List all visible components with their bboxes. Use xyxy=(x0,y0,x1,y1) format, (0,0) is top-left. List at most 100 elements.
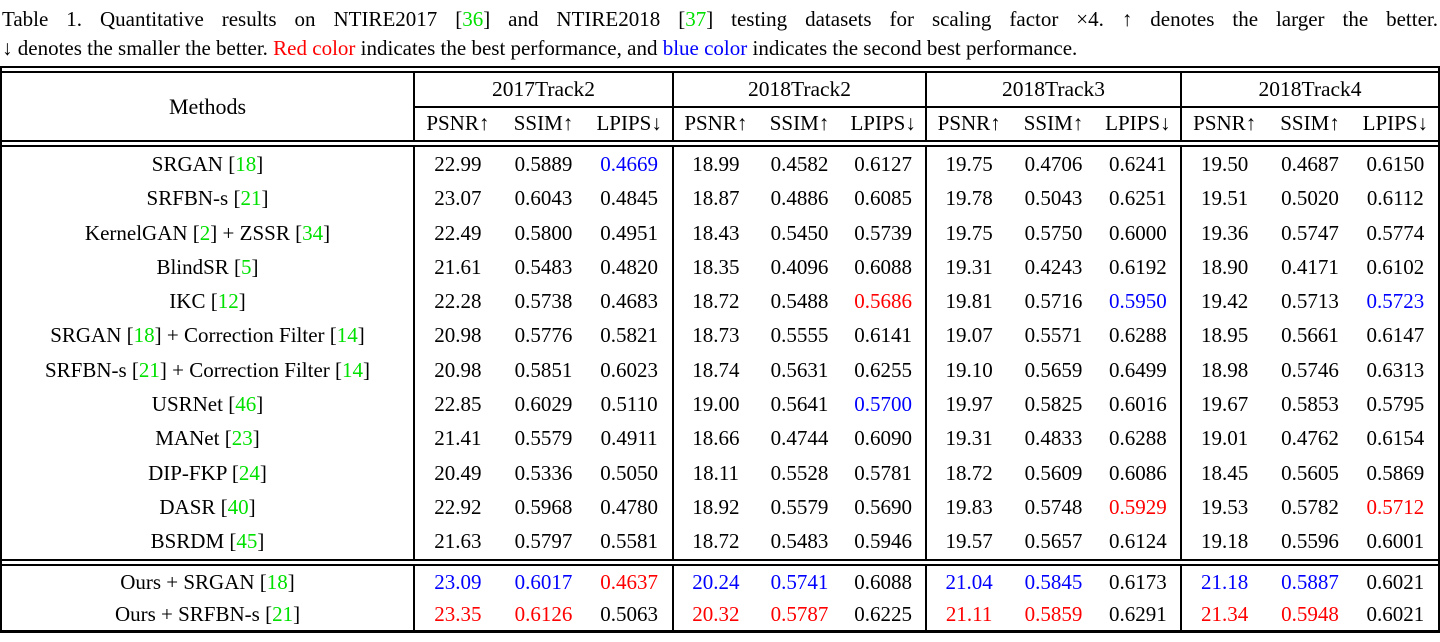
method-cell: SRGAN [18] xyxy=(151,152,264,176)
lpips-value: 0.6001 xyxy=(1366,529,1425,554)
table-row: DIP-FKP [24] 20.49 0.5336 0.5050 18.11 0.552… xyxy=(2,455,1438,490)
method-cell: BSRDM [45] xyxy=(150,529,265,554)
table-row: Ours + SRGAN [18] 23.09 0.6017 0.4637 20.24… xyxy=(2,565,1438,598)
metric-group-cell: 19.51 0.5020 0.6112 xyxy=(1180,181,1438,216)
metric-group-cell: 18.92 0.5579 0.5690 xyxy=(672,489,925,525)
lpips-value: 0.5869 xyxy=(1366,460,1425,485)
metric-header-label: LPIPS↓ xyxy=(1362,111,1428,135)
ssim-value: 0.4706 xyxy=(1024,152,1083,176)
lpips-value: 0.6313 xyxy=(1366,357,1425,382)
psnr-value: 20.98 xyxy=(434,357,482,382)
caption-line-2: ↓ denotes the smaller the better. Red co… xyxy=(2,34,1438,63)
psnr-value: 19.18 xyxy=(1201,529,1249,554)
ssim-value: 0.5825 xyxy=(1024,392,1083,417)
ssim-value: 0.4096 xyxy=(770,254,829,279)
ssim-value: 0.5968 xyxy=(514,494,573,519)
psnr-value: 23.07 xyxy=(434,186,482,211)
lpips-value: 0.6000 xyxy=(1108,220,1167,245)
metric-group-cell: 23.35 0.6126 0.5063 xyxy=(413,597,672,630)
metric-group-cell: 18.72 0.5483 0.5946 xyxy=(672,524,925,559)
table-row: IKC [12] 22.28 0.5738 0.4683 18.72 0.5488 0.5… xyxy=(2,284,1438,319)
psnr-value: 18.74 xyxy=(692,357,740,382)
metric-group-cell: 19.67 0.5853 0.5795 xyxy=(1180,387,1438,422)
lpips-value: 0.6288 xyxy=(1108,426,1167,451)
table-row: Ours + SRFBN-s [21] 23.35 0.6126 0.5063 20.… xyxy=(2,597,1438,630)
psnr-value: 18.43 xyxy=(692,220,740,245)
ssim-value: 0.5579 xyxy=(514,426,573,451)
psnr-value: 21.04 xyxy=(945,569,993,594)
metric-group-cell: 18.95 0.5661 0.6147 xyxy=(1180,318,1438,353)
ssim-value: 0.5776 xyxy=(514,323,573,348)
group-header-2017track2: 2017Track2 PSNR↑ SSIM↑ LPIPS↓ xyxy=(413,73,672,140)
citation-ref: 18 xyxy=(133,323,155,348)
ssim-value: 0.5750 xyxy=(1024,220,1083,245)
caption-line-1: Table 1. Quantitative results on NTIRE20… xyxy=(2,5,1438,34)
psnr-value: 19.51 xyxy=(1201,186,1249,211)
caption-blue-text: blue color xyxy=(662,36,748,60)
method-cell: SRGAN [18] + Correction Filter [14] xyxy=(50,323,365,348)
ssim-value: 0.4886 xyxy=(770,186,829,211)
method-cell: MANet [23] xyxy=(155,426,260,451)
lpips-value: 0.5781 xyxy=(854,460,913,485)
table-row: SRFBN-s [21] + Correction Filter [14] 20… xyxy=(2,352,1438,388)
bottom-rule xyxy=(2,629,1438,633)
metric-group-cell: 19.75 0.4706 0.6241 xyxy=(925,147,1180,182)
psnr-value: 18.99 xyxy=(692,152,740,176)
lpips-value: 0.6225 xyxy=(854,601,913,626)
caption-green-text: 36 xyxy=(462,7,484,31)
metric-group-cell: 19.18 0.5596 0.6001 xyxy=(1180,524,1438,559)
psnr-value: 21.61 xyxy=(434,254,482,279)
psnr-value: 19.97 xyxy=(945,392,993,417)
lpips-value: 0.4911 xyxy=(600,426,658,451)
ssim-value: 0.5631 xyxy=(770,357,829,382)
metric-group-cell: 22.28 0.5738 0.4683 xyxy=(413,284,672,319)
ssim-value: 0.5661 xyxy=(1281,323,1339,348)
ssim-value: 0.5853 xyxy=(1281,392,1339,417)
ssim-value: 0.5748 xyxy=(1024,494,1083,519)
ssim-value: 0.5020 xyxy=(1281,186,1339,211)
lpips-value: 0.6023 xyxy=(600,357,659,382)
ssim-value: 0.5741 xyxy=(770,569,829,594)
metric-headers: PSNR↑ SSIM↑ LPIPS↓ xyxy=(415,106,672,140)
psnr-value: 23.09 xyxy=(434,569,482,594)
citation-ref: 45 xyxy=(236,529,258,554)
psnr-value: 23.35 xyxy=(434,601,482,626)
psnr-value: 19.50 xyxy=(1201,152,1249,176)
lpips-value: 0.6021 xyxy=(1366,601,1425,626)
lpips-value: 0.5063 xyxy=(600,601,659,626)
group-header-2018track4: 2018Track4 PSNR↑ SSIM↑ LPIPS↓ xyxy=(1180,73,1438,140)
metric-group-cell: 19.36 0.5747 0.5774 xyxy=(1180,215,1438,250)
ssim-value: 0.4687 xyxy=(1281,152,1339,176)
metric-header-label: LPIPS↓ xyxy=(1105,111,1171,135)
metric-group-cell: 19.00 0.5641 0.5700 xyxy=(672,387,925,422)
method-cell: Ours + SRGAN [18] xyxy=(120,569,295,594)
psnr-value: 19.31 xyxy=(945,254,993,279)
lpips-value: 0.4780 xyxy=(600,494,659,519)
table-row: KernelGAN [2] + ZSSR [34] 22.49 0.5800 0.4… xyxy=(2,215,1438,250)
citation-ref: 14 xyxy=(342,357,364,382)
ssim-value: 0.5605 xyxy=(1281,460,1339,485)
psnr-value: 19.36 xyxy=(1201,220,1249,245)
psnr-value: 18.73 xyxy=(692,323,740,348)
lpips-value: 0.6085 xyxy=(854,186,913,211)
psnr-value: 19.67 xyxy=(1201,392,1249,417)
metric-group-cell: 20.98 0.5776 0.5821 xyxy=(413,318,672,353)
psnr-value: 19.78 xyxy=(945,186,993,211)
metric-headers: PSNR↑ SSIM↑ LPIPS↓ xyxy=(674,106,925,140)
metric-group-cell: 21.34 0.5948 0.6021 xyxy=(1180,597,1438,630)
caption-text: indicates the second best performance. xyxy=(747,36,1078,60)
table-row: BlindSR [5] 21.61 0.5483 0.4820 18.35 0.4096… xyxy=(2,249,1438,285)
metric-group-cell: 19.50 0.4687 0.6150 xyxy=(1180,147,1438,182)
psnr-value: 18.45 xyxy=(1201,460,1249,485)
lpips-value: 0.6192 xyxy=(1108,254,1167,279)
track-label: 2018Track2 xyxy=(747,77,852,101)
psnr-value: 18.72 xyxy=(692,289,740,314)
caption-text: Table 1. Quantitative results on NTIRE20… xyxy=(2,7,463,31)
metric-header-label: SSIM↑ xyxy=(1280,111,1340,135)
psnr-value: 18.87 xyxy=(692,186,740,211)
metric-group-cell: 21.61 0.5483 0.4820 xyxy=(413,249,672,285)
lpips-value: 0.6154 xyxy=(1366,426,1425,451)
psnr-value: 21.18 xyxy=(1201,569,1249,594)
caption-green-text: 37 xyxy=(685,7,707,31)
lpips-value: 0.6090 xyxy=(854,426,913,451)
